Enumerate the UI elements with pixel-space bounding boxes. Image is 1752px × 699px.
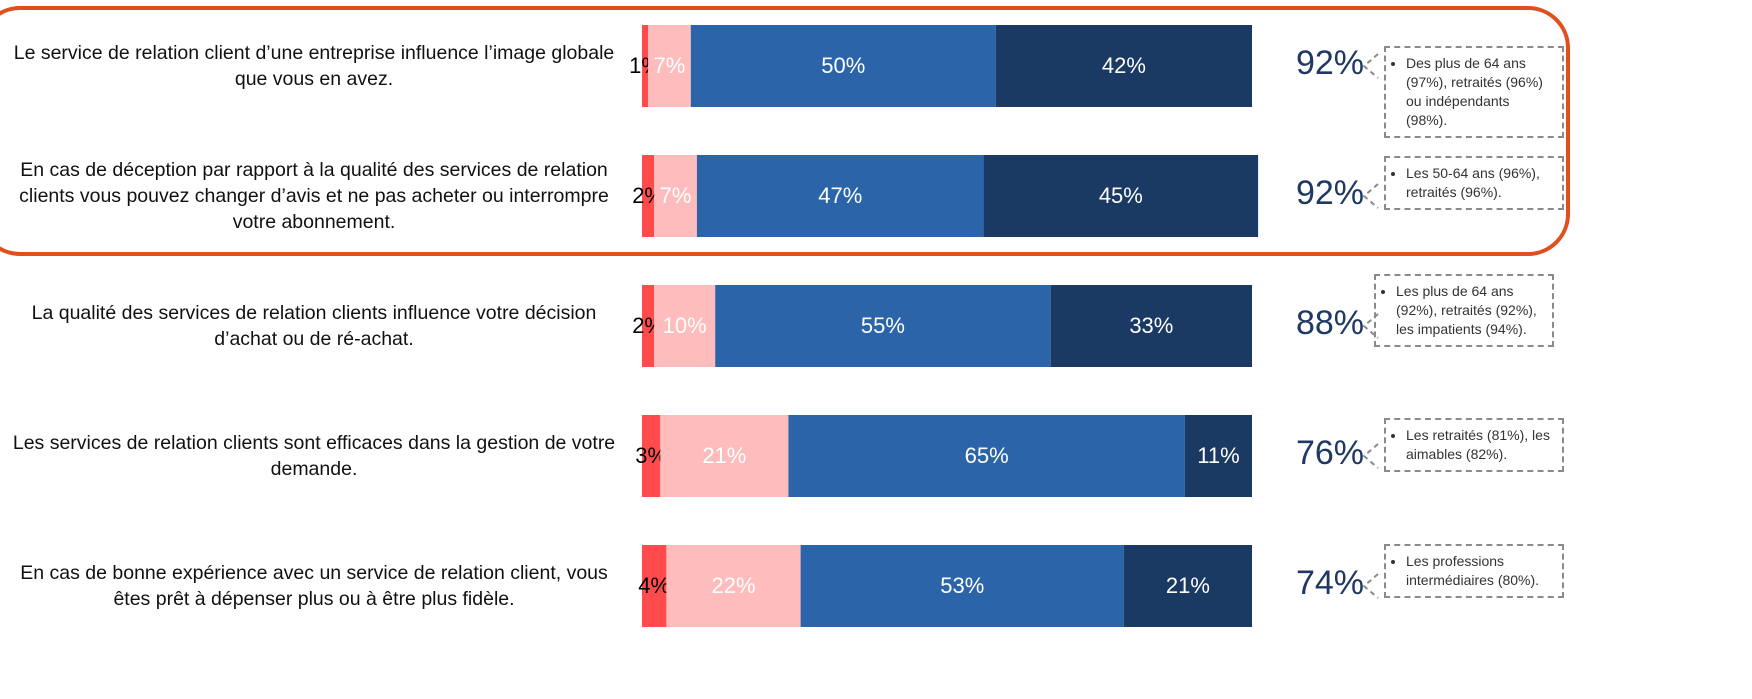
- note-list: Les retraités (81%), les aimables (82%).: [1392, 426, 1554, 464]
- bar-segment: [654, 155, 697, 237]
- bar-segment: [983, 155, 1259, 237]
- bar-segment: [1050, 285, 1252, 367]
- bar-segment: [690, 25, 996, 107]
- statement: Les services de relation clients sont ef…: [0, 406, 628, 506]
- note-connector: [1362, 183, 1379, 209]
- note-connector: [1362, 443, 1379, 469]
- bar-segment: [715, 285, 1051, 367]
- statement: La qualité des services de relation clie…: [0, 276, 628, 376]
- bar-segment: [642, 415, 661, 497]
- total-label: 76%: [1295, 434, 1365, 472]
- note-list: Des plus de 64 ans (97%), retraités (96%…: [1392, 54, 1554, 130]
- bar-label: 53%: [940, 573, 984, 598]
- bar-segment: [642, 155, 655, 237]
- bar-segment: [654, 285, 716, 367]
- bar-segment: [800, 545, 1124, 627]
- note-connector: [1362, 573, 1379, 599]
- bar-label: 65%: [965, 443, 1009, 468]
- note-text: Les professions intermédiaires (80%).: [1406, 552, 1554, 590]
- note-box: Des plus de 64 ans (97%), retraités (96%…: [1384, 46, 1564, 138]
- note-text: Les 50-64 ans (96%), retraités (96%).: [1406, 164, 1554, 202]
- bar-segment: [1123, 545, 1252, 627]
- statement-text: En cas de déception par rapport à la qua…: [19, 159, 609, 233]
- total-label: 92%: [1295, 174, 1365, 212]
- note-text: Des plus de 64 ans (97%), retraités (96%…: [1406, 54, 1554, 130]
- note-box: Les plus de 64 ans (92%), retraités (92%…: [1374, 274, 1554, 347]
- statement: En cas de bonne expérience avec un servi…: [0, 536, 628, 636]
- bar-segment: [642, 25, 649, 107]
- statement-text: Le service de relation client d’une entr…: [13, 42, 615, 90]
- highlight-frame: [0, 6, 1570, 256]
- note-text: Les retraités (81%), les aimables (82%).: [1406, 426, 1554, 464]
- bar-segment: [696, 155, 984, 237]
- note-box: Les professions intermédiaires (80%).: [1384, 544, 1564, 598]
- bar-segment: [788, 415, 1185, 497]
- bar-segment: [660, 415, 789, 497]
- bar-label: 45%: [1099, 183, 1143, 208]
- note-list: Les plus de 64 ans (92%), retraités (92%…: [1382, 282, 1544, 339]
- statement: Le service de relation client d’une entr…: [0, 16, 628, 116]
- note-connector: [1362, 53, 1379, 79]
- bar-segment: [642, 285, 655, 367]
- statement-text: La qualité des services de relation clie…: [31, 302, 597, 350]
- total-label: 92%: [1295, 44, 1365, 82]
- bar-segment: [1184, 415, 1252, 497]
- note-list: Les professions intermédiaires (80%).: [1392, 552, 1554, 590]
- bar-segment: [642, 545, 667, 627]
- bar-label: 47%: [818, 183, 862, 208]
- bar-label: 42%: [1102, 53, 1146, 78]
- note-box: Les retraités (81%), les aimables (82%).: [1384, 418, 1564, 472]
- bar-label: 7%: [660, 183, 692, 208]
- total-label: 88%: [1295, 304, 1365, 342]
- bar-label: 7%: [654, 53, 686, 78]
- note-box: Les 50-64 ans (96%), retraités (96%).: [1384, 156, 1564, 210]
- bar-segment: [648, 25, 691, 107]
- bar-label: 11%: [1197, 443, 1239, 468]
- note-connector: [1362, 313, 1379, 339]
- statement-text: En cas de bonne expérience avec un servi…: [20, 562, 608, 610]
- note-text: Les plus de 64 ans (92%), retraités (92%…: [1396, 282, 1544, 339]
- bar-label: 55%: [861, 313, 905, 338]
- bar-segment: [995, 25, 1252, 107]
- bar-label: 4%: [638, 573, 670, 598]
- bar-label: 22%: [711, 573, 755, 598]
- bar-label: 21%: [1166, 573, 1210, 598]
- bar-label: 33%: [1129, 313, 1173, 338]
- total-label: 74%: [1295, 564, 1365, 602]
- note-list: Les 50-64 ans (96%), retraités (96%).: [1392, 164, 1554, 202]
- bar-label: 50%: [821, 53, 865, 78]
- bar-label: 21%: [702, 443, 746, 468]
- bar-label: 10%: [663, 313, 707, 338]
- bar-segment: [666, 545, 801, 627]
- statement: En cas de déception par rapport à la qua…: [0, 146, 628, 246]
- statement-text: Les services de relation clients sont ef…: [12, 432, 616, 480]
